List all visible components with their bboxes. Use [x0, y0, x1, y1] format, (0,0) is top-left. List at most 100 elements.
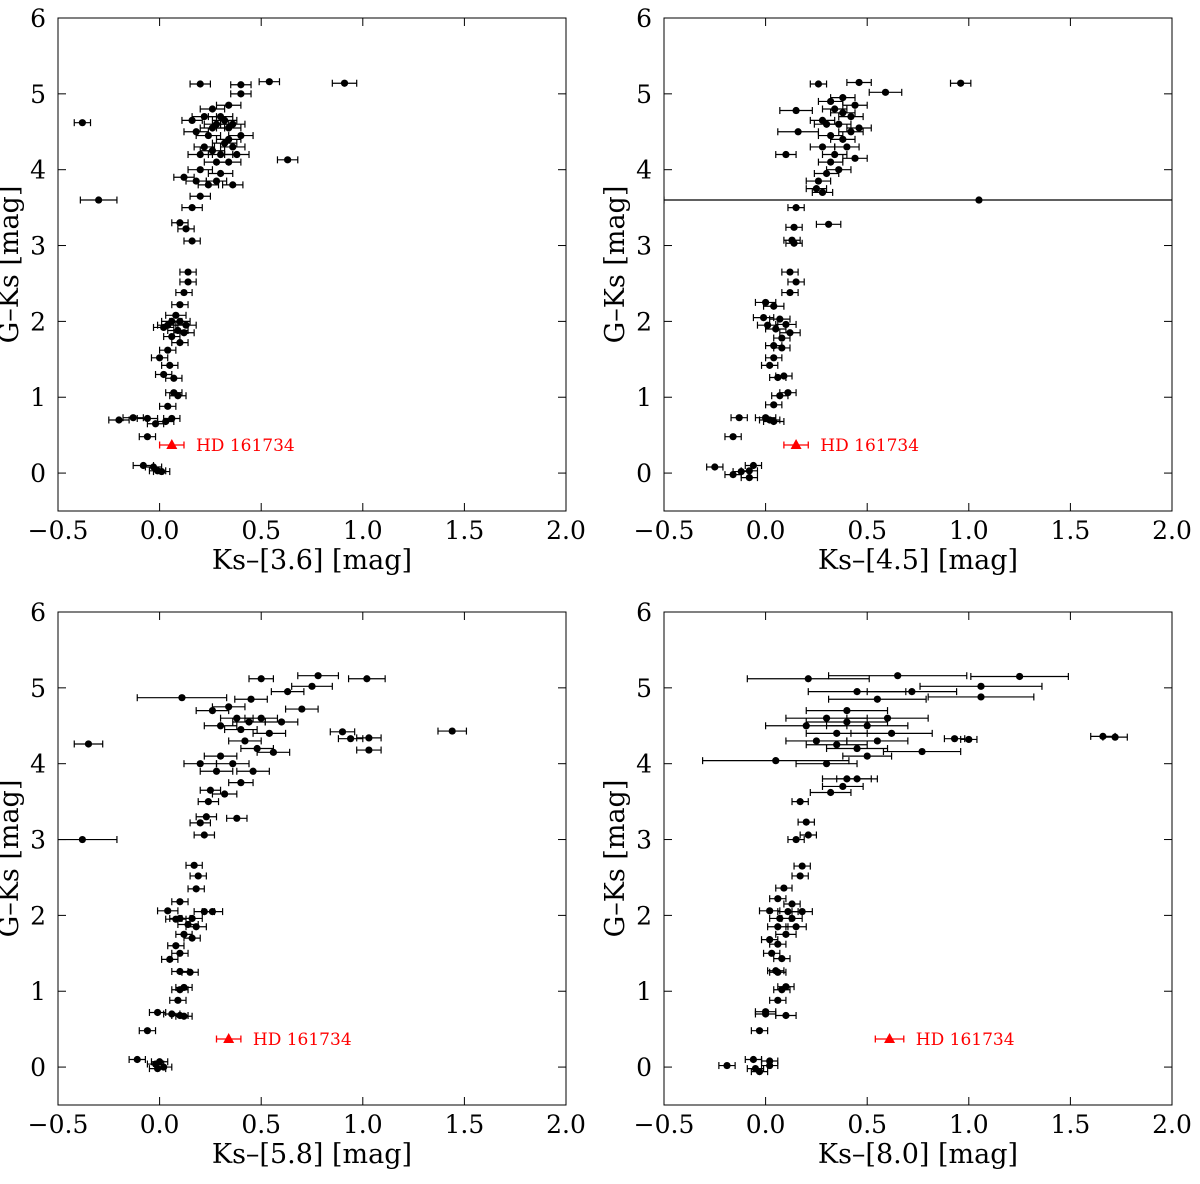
data-point — [203, 752, 238, 760]
data-point — [758, 907, 781, 915]
point-marker — [863, 722, 871, 730]
point-marker — [186, 968, 194, 976]
point-marker — [196, 150, 204, 159]
point-marker — [172, 942, 180, 950]
point-marker — [314, 672, 322, 680]
data-point — [830, 109, 856, 117]
data-point — [58, 835, 118, 844]
point-marker — [788, 900, 796, 908]
data-point — [702, 757, 850, 765]
data-point — [769, 895, 787, 903]
point-marker — [184, 268, 192, 276]
data-point — [171, 949, 189, 957]
data-point — [744, 1055, 763, 1064]
data-point — [842, 154, 868, 162]
data-point — [154, 1063, 173, 1071]
data-point — [189, 872, 207, 880]
point-marker — [782, 320, 790, 329]
point-marker — [237, 90, 245, 98]
triangle-marker — [790, 439, 802, 450]
point-marker — [225, 101, 233, 109]
data-point — [167, 942, 185, 950]
plot-frame — [663, 611, 1173, 1106]
point-marker — [778, 986, 786, 994]
point-marker — [855, 78, 863, 87]
data-point — [215, 760, 250, 768]
data-point — [809, 143, 836, 151]
point-marker — [156, 354, 164, 362]
point-marker — [233, 814, 241, 822]
point-marker — [95, 196, 103, 204]
point-marker — [1016, 672, 1024, 681]
data-point — [827, 695, 927, 703]
data-point — [791, 798, 809, 806]
point-marker — [84, 740, 93, 748]
point-marker — [822, 760, 831, 768]
point-marker — [853, 688, 861, 696]
point-marker — [229, 143, 237, 151]
point-marker — [216, 150, 225, 159]
highlight-label: HD 161734 — [253, 1030, 352, 1050]
data-point — [189, 819, 211, 827]
point-marker — [190, 861, 198, 869]
point-marker — [172, 311, 180, 319]
data-point — [882, 747, 962, 756]
point-marker — [204, 798, 212, 806]
data-point — [764, 401, 783, 409]
data-point — [171, 339, 189, 347]
x-tick-label: 0.5 — [241, 1110, 281, 1139]
point-marker — [729, 470, 737, 479]
y-tick-label: 4 — [30, 156, 46, 185]
point-marker — [774, 968, 782, 976]
x-tick-label: −0.5 — [28, 516, 89, 545]
data-point — [838, 128, 864, 136]
data-point — [138, 1027, 157, 1035]
point-marker — [759, 313, 768, 322]
data-point — [781, 268, 799, 276]
point-marker — [237, 131, 245, 140]
y-tick-label: 3 — [636, 232, 652, 261]
point-marker — [798, 862, 806, 870]
point-marker — [766, 907, 774, 915]
data-point — [179, 278, 197, 286]
data-point — [179, 268, 197, 276]
panel-ks-5-8: −0.5 0.0 0.5 1.0 1.5 2.0 0 1 2 3 4 5 6 Ks–[5.8] [mag]… — [0, 598, 586, 1170]
point-marker — [143, 433, 152, 441]
triangle-marker — [166, 439, 178, 450]
data-point — [805, 707, 889, 715]
y-tick-label: 2 — [636, 307, 652, 336]
point-marker — [804, 831, 812, 839]
data-point — [258, 78, 281, 86]
point-marker — [192, 128, 200, 136]
point-marker — [839, 109, 847, 117]
triangle-marker — [223, 1033, 235, 1044]
point-marker — [182, 321, 190, 329]
data-point — [337, 735, 364, 743]
data-point — [811, 188, 834, 197]
point-marker — [853, 744, 861, 753]
point-marker — [965, 735, 973, 744]
data-point — [771, 392, 789, 400]
data-point — [750, 1068, 769, 1076]
point-marker — [170, 374, 178, 382]
data-point — [825, 744, 889, 753]
data-point — [291, 682, 333, 690]
y-tick-label: 3 — [636, 826, 652, 855]
x-tick-label: 0.5 — [241, 516, 281, 545]
data-point — [207, 169, 234, 178]
data-point — [846, 737, 909, 745]
point-marker — [883, 714, 892, 722]
data-point — [775, 884, 793, 892]
data-point — [838, 113, 864, 121]
point-marker — [233, 714, 241, 722]
y-tick-label: 5 — [636, 80, 652, 109]
data-point — [787, 835, 805, 844]
data-point — [193, 143, 216, 151]
point-marker — [853, 775, 861, 783]
data-point — [817, 158, 844, 166]
highlight-label: HD 161734 — [916, 1030, 1015, 1050]
point-marker — [78, 119, 86, 127]
point-marker — [172, 915, 180, 923]
point-marker — [766, 361, 774, 369]
y-tick-label: 2 — [636, 901, 652, 930]
